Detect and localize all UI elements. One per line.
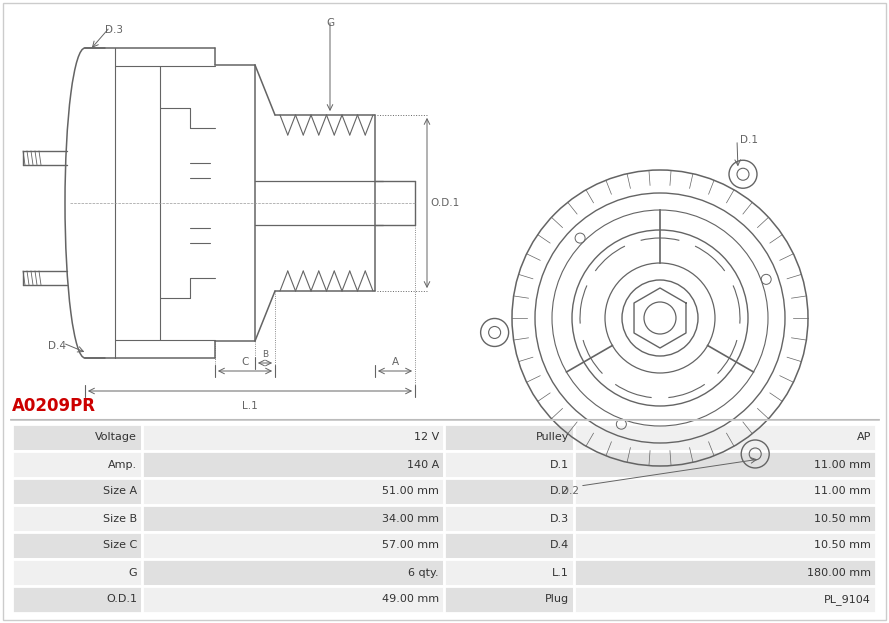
Text: D.3: D.3 xyxy=(105,25,123,35)
Bar xyxy=(12,451,142,478)
Bar xyxy=(142,478,444,505)
Text: Size A: Size A xyxy=(103,487,137,497)
Bar xyxy=(444,532,574,559)
Text: G: G xyxy=(128,568,137,578)
Text: 11.00 mm: 11.00 mm xyxy=(814,487,871,497)
Text: O.D.1: O.D.1 xyxy=(430,198,460,208)
Text: L.1: L.1 xyxy=(552,568,569,578)
Bar xyxy=(444,505,574,532)
Bar xyxy=(444,559,574,586)
Bar xyxy=(142,559,444,586)
Bar xyxy=(12,505,142,532)
Text: 57.00 mm: 57.00 mm xyxy=(382,541,439,551)
Text: 12 V: 12 V xyxy=(413,432,439,442)
Text: Size C: Size C xyxy=(103,541,137,551)
Text: Size B: Size B xyxy=(103,513,137,523)
Bar xyxy=(574,451,876,478)
Bar xyxy=(12,559,142,586)
Text: 140 A: 140 A xyxy=(407,460,439,470)
Bar xyxy=(12,478,142,505)
Text: Voltage: Voltage xyxy=(95,432,137,442)
Text: D.2: D.2 xyxy=(549,487,569,497)
Text: D.1: D.1 xyxy=(740,135,758,145)
Text: O.D.1: O.D.1 xyxy=(106,594,137,604)
Text: PL_9104: PL_9104 xyxy=(824,594,871,605)
Text: C: C xyxy=(241,357,249,367)
Text: A: A xyxy=(391,357,398,367)
Text: 34.00 mm: 34.00 mm xyxy=(382,513,439,523)
Text: D.2: D.2 xyxy=(561,486,579,496)
Text: Plug: Plug xyxy=(545,594,569,604)
Bar xyxy=(142,532,444,559)
Text: D.1: D.1 xyxy=(550,460,569,470)
Bar xyxy=(574,586,876,613)
Bar xyxy=(574,424,876,451)
Text: 49.00 mm: 49.00 mm xyxy=(382,594,439,604)
Bar xyxy=(12,586,142,613)
Bar xyxy=(574,478,876,505)
Text: 51.00 mm: 51.00 mm xyxy=(382,487,439,497)
Text: 11.00 mm: 11.00 mm xyxy=(814,460,871,470)
Bar xyxy=(444,586,574,613)
Text: 180.00 mm: 180.00 mm xyxy=(807,568,871,578)
Bar xyxy=(574,559,876,586)
Bar xyxy=(142,424,444,451)
Bar xyxy=(12,424,142,451)
Bar xyxy=(142,505,444,532)
Text: L.1: L.1 xyxy=(242,401,258,411)
Bar xyxy=(142,451,444,478)
Text: D.4: D.4 xyxy=(549,541,569,551)
Text: A0209PR: A0209PR xyxy=(12,397,96,415)
Text: 10.50 mm: 10.50 mm xyxy=(814,513,871,523)
Text: D.3: D.3 xyxy=(550,513,569,523)
Text: D.4: D.4 xyxy=(48,341,66,351)
Text: B: B xyxy=(262,350,268,359)
Text: G: G xyxy=(326,18,334,28)
Bar xyxy=(574,532,876,559)
Bar xyxy=(444,424,574,451)
Bar xyxy=(142,586,444,613)
Text: Amp.: Amp. xyxy=(108,460,137,470)
Text: 6 qty.: 6 qty. xyxy=(408,568,439,578)
Bar xyxy=(12,532,142,559)
Bar xyxy=(574,505,876,532)
Bar xyxy=(444,451,574,478)
Text: 10.50 mm: 10.50 mm xyxy=(814,541,871,551)
Text: AP: AP xyxy=(857,432,871,442)
Bar xyxy=(444,478,574,505)
Text: Pulley: Pulley xyxy=(536,432,569,442)
